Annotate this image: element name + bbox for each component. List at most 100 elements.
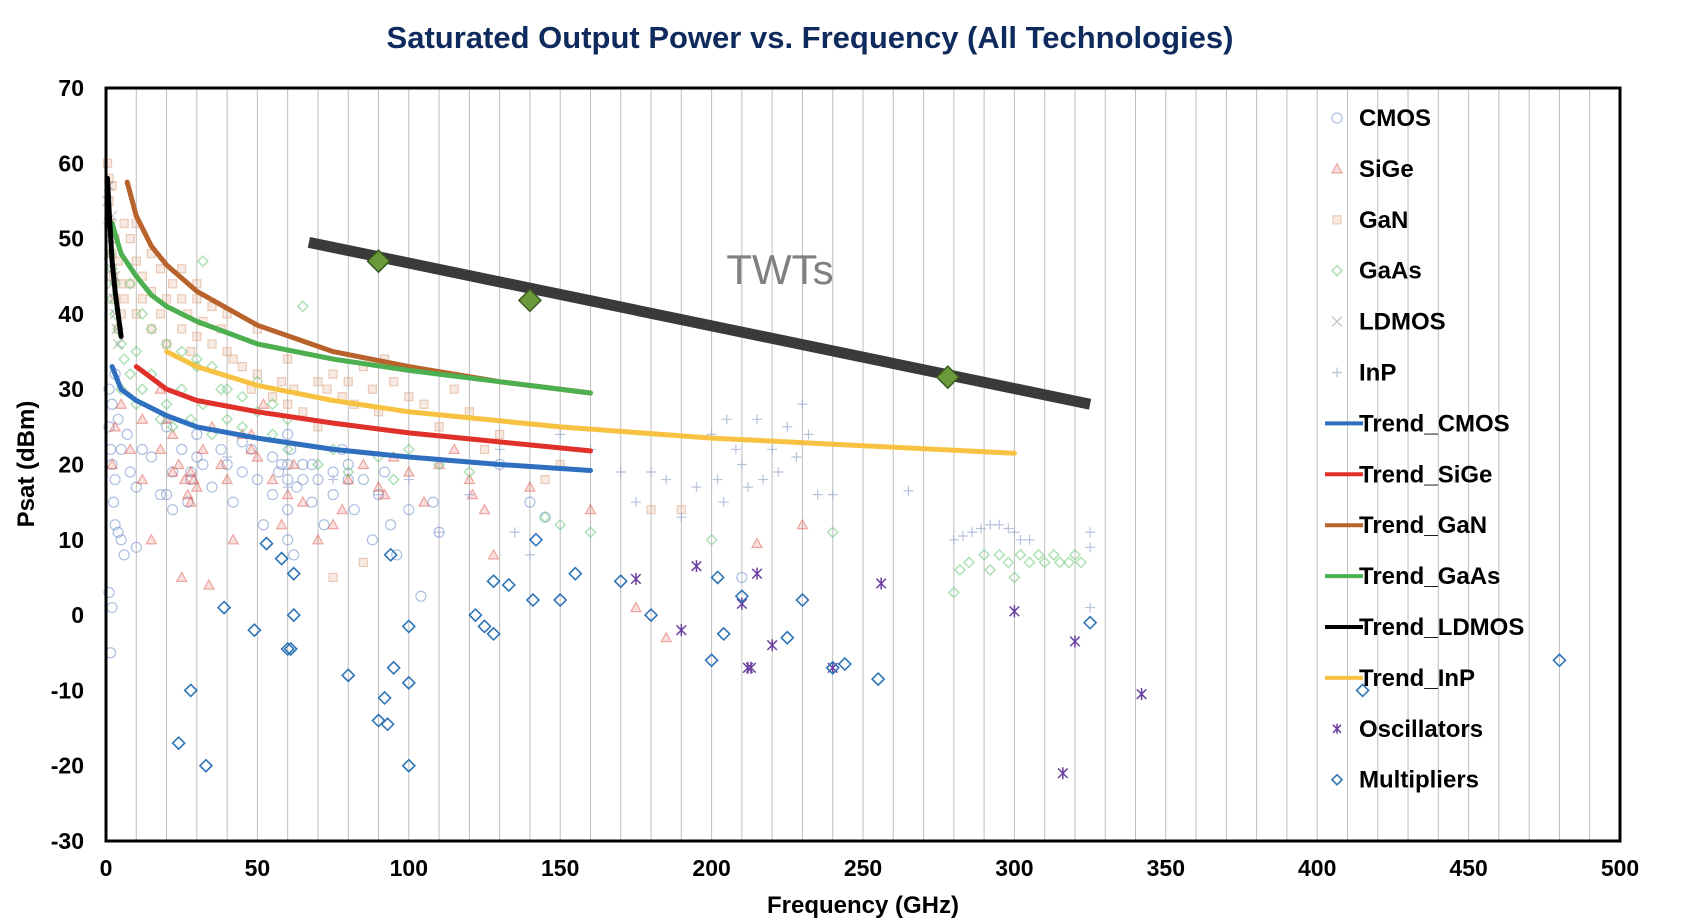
sige-point [296,495,309,507]
gan-point [646,505,656,515]
diamond-mark [501,577,516,593]
asterisk-mark [1057,767,1069,780]
legend-swatch [1331,112,1343,124]
plus-mark [615,467,626,478]
diamond-mark [286,566,301,581]
plus-mark [1332,367,1342,378]
x-tick-label: 400 [1298,855,1336,881]
legend-label: LDMOS [1359,309,1446,336]
gan-point [102,158,113,168]
x-tick-label: 0 [100,855,113,881]
circle-mark [357,473,369,486]
multipliers-point [401,758,416,773]
circle-mark [282,458,294,471]
diamond-mark [1074,556,1088,569]
triangle-mark [215,458,228,470]
diamond-mark [825,660,840,675]
triangle-mark [478,503,491,515]
diamond-mark [1330,773,1344,786]
inp-point [630,497,641,508]
square-mark [155,309,166,319]
triangle-mark [751,537,764,549]
square-mark [479,444,490,455]
inp-point [222,451,233,462]
asterisk-mark [736,597,748,610]
diamond-mark [145,322,158,336]
x-mark [112,338,124,350]
diamond-mark [716,626,731,642]
multipliers-point [341,668,356,683]
cmos-point [385,519,397,531]
y-tick-label: 30 [58,376,84,402]
sige-point [175,571,188,583]
square-mark [404,392,414,402]
legend-item-gaas: GaAs [1330,258,1422,285]
square-mark [192,279,202,289]
gaas-point [463,465,476,479]
triangle-mark [257,398,270,409]
legend-item-trend_ldmos: Trend_LDMOS [1325,614,1524,641]
cmos-point [103,586,115,599]
oscillators-point [675,624,687,637]
plus-mark [555,429,566,440]
series-multipliers [171,532,1567,773]
triangle-mark [448,443,461,455]
diamond-mark [1062,556,1076,569]
plus-mark [803,429,814,440]
gaas-point [977,548,991,561]
inp-point [767,444,778,455]
multipliers-point [528,532,544,547]
multipliers-point [704,653,719,668]
triangle-mark [266,473,279,485]
multipliers-point [710,570,725,585]
diamond-mark [1038,556,1051,569]
diamond-mark [236,390,249,403]
inp-point [797,399,808,410]
triangle-mark [190,480,203,492]
legend-item-gan: GaN [1332,207,1408,234]
multipliers-point [613,574,628,589]
square-mark [102,158,113,168]
cmos-point [282,458,294,471]
gan-point [479,444,490,455]
diamond-mark [710,570,725,585]
asterisk-mark [875,577,887,590]
twt-annotation: TWTs [726,246,833,293]
triangle-mark [357,458,370,470]
y-tick-label: -30 [51,828,84,854]
sige-point [178,473,191,485]
legend-label: Trend_LDMOS [1359,614,1524,641]
sige-point [629,601,642,613]
plus-mark [712,474,723,485]
plus-mark [464,489,475,500]
sige-point [124,443,137,455]
circle-mark [130,541,142,553]
y-tick-label: 40 [58,301,84,327]
diamond-mark [220,413,234,426]
multipliers-point [568,566,583,581]
diamond-mark [216,600,232,615]
multipliers-point [486,574,501,589]
square-mark [168,279,178,289]
triangle-mark [629,601,642,613]
diamond-mark [124,277,137,290]
y-tick-label: -10 [51,677,84,703]
gaas-point [160,337,173,351]
diamond-mark [236,420,249,433]
plus-mark [736,459,747,470]
circle-mark [266,451,279,463]
square-mark [367,384,378,394]
legend-item-cmos: CMOS [1331,105,1431,132]
cmos-point [342,458,354,471]
multipliers-point [286,607,301,623]
inp-point [721,414,732,425]
asterisk-mark [691,560,702,573]
gaas-point [118,352,131,366]
diamond-mark [554,518,567,531]
circle-mark [197,458,209,471]
diamond-mark [160,398,173,411]
gaas-point [1062,556,1076,569]
triangle-mark [202,578,215,590]
cmos-point [124,466,136,478]
multipliers-point [734,589,750,604]
